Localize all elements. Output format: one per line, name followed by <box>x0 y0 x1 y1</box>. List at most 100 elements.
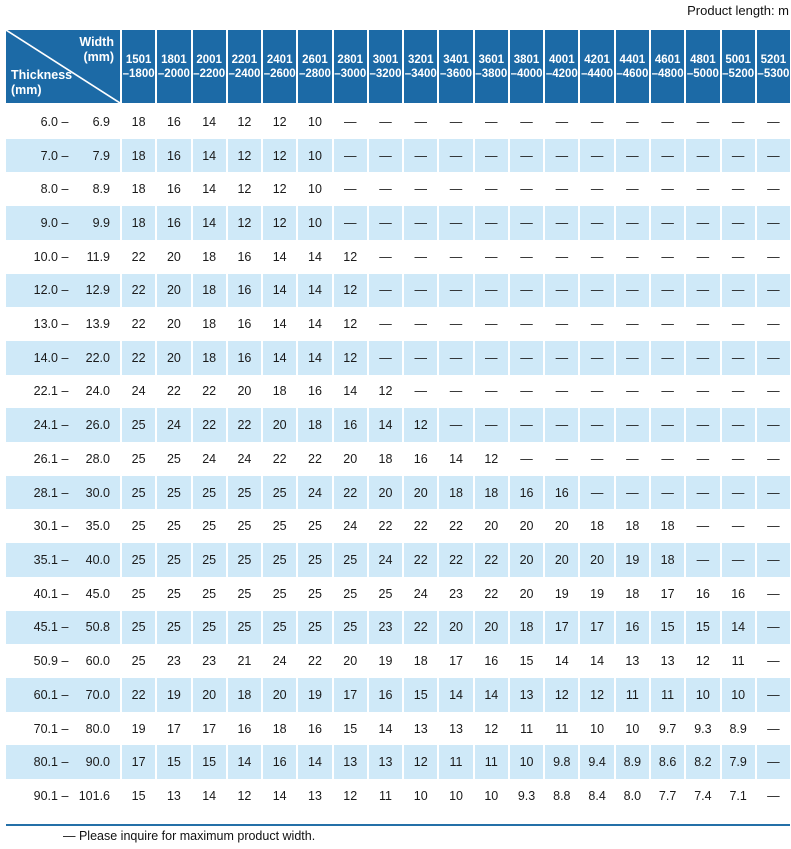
thickness-from: 40.1 <box>33 586 58 601</box>
value-cell: 14 <box>192 138 226 173</box>
value-cell: 18 <box>192 340 226 375</box>
value-cell: — <box>686 206 720 240</box>
column-header-from: 3801 <box>513 53 540 66</box>
thickness-range-label: 50.9– 60.0 <box>6 644 120 678</box>
thickness-from: 10.0 <box>33 249 58 264</box>
value-cell: 25 <box>192 475 226 510</box>
value-cell: — <box>767 317 780 332</box>
table-row: 10.0– 11.9 22 20 18 16 14 14 12 — — — — — — — — — — — — <box>6 239 790 274</box>
range-dash: – <box>61 451 69 466</box>
value-cell: — <box>626 384 639 399</box>
value-cell: 25 <box>237 586 252 601</box>
column-header-from: 2601 <box>302 53 328 66</box>
value-cell: 18 <box>202 249 217 264</box>
value-cell: — <box>555 384 569 399</box>
value-cell: 24 <box>202 451 217 466</box>
value-cell: — <box>485 384 498 399</box>
value-cell: 24 <box>157 408 191 443</box>
thickness-to: 11.9 <box>86 249 110 264</box>
thickness-range-label: 45.1– 50.8 <box>6 610 120 645</box>
value-cell: 14 <box>554 654 569 669</box>
value-cell: 25 <box>122 610 156 645</box>
value-cell: — <box>590 384 604 399</box>
value-cell: 13 <box>166 788 181 803</box>
value-cell: — <box>379 249 392 264</box>
value-cell: 25 <box>122 475 156 510</box>
value-cell: — <box>474 273 508 308</box>
value-cell: — <box>626 114 639 129</box>
value-cell: — <box>404 206 438 240</box>
value-cell: 11 <box>379 788 392 803</box>
column-header-from: 3201 <box>407 53 434 66</box>
value-cell: 20 <box>343 654 358 669</box>
value-cell: 18 <box>625 586 640 601</box>
column-header-4: 2401 –2600 <box>263 30 297 103</box>
column-header-from: 5001 <box>725 53 751 66</box>
column-header-to: –1800 <box>122 67 155 80</box>
value-cell: 18 <box>625 519 640 534</box>
column-header-14: 4401 –4600 <box>615 30 649 103</box>
value-cell: 12 <box>484 451 499 466</box>
value-cell: 16 <box>484 654 499 669</box>
value-cell: 20 <box>343 451 358 466</box>
value-cell: — <box>509 138 544 173</box>
thickness-from: 28.1 <box>33 485 58 500</box>
value-cell: 22 <box>131 249 146 264</box>
value-cell: 24 <box>298 475 332 510</box>
value-cell: — <box>615 273 649 308</box>
table-row: 40.1– 45.0 25 25 25 25 25 25 25 25 24 23 22 20 19 19 18 1… <box>6 576 790 611</box>
value-cell: 14 <box>378 721 393 736</box>
value-cell: — <box>449 249 463 264</box>
value-cell: 22 <box>227 408 262 443</box>
value-cell: 14 <box>192 206 226 240</box>
range-dash: – <box>61 317 69 332</box>
footer-divider <box>6 824 790 826</box>
value-cell: 10 <box>721 677 755 712</box>
value-cell: 18 <box>474 475 508 510</box>
value-cell: — <box>590 249 604 264</box>
value-cell: 12 <box>343 317 358 332</box>
value-cell: — <box>580 408 614 443</box>
thickness-to: 6.9 <box>92 114 110 129</box>
thickness-from: 24.1 <box>33 418 58 433</box>
value-cell: — <box>731 182 745 197</box>
value-cell: — <box>520 114 533 129</box>
value-cell: — <box>767 451 780 466</box>
value-cell: — <box>590 317 604 332</box>
value-cell: 14 <box>368 408 403 443</box>
column-header-to: –2800 <box>298 67 331 80</box>
column-header-to: –2600 <box>263 67 296 80</box>
column-header-from: 5201 <box>760 53 787 66</box>
value-cell: 15 <box>192 745 226 780</box>
value-cell: 18 <box>131 182 146 197</box>
value-cell: — <box>368 138 403 173</box>
table-row: 12.0–12.9 22 20 18 16 14 14 12— — — — — — — — — — — — <box>6 273 791 308</box>
value-cell: 18 <box>509 610 544 645</box>
value-cell: — <box>696 317 710 332</box>
thickness-to: 40.0 <box>85 552 110 567</box>
value-cell: 12 <box>343 249 358 264</box>
value-cell: 16 <box>227 273 262 308</box>
column-header-from: 4201 <box>584 53 610 66</box>
width-axis-unit: (mm) <box>83 50 114 64</box>
value-cell: 18 <box>122 206 156 240</box>
column-header-6: 2801 –3000 <box>333 30 367 103</box>
value-cell: 25 <box>166 451 181 466</box>
value-cell: 24 <box>272 654 287 669</box>
value-cell: — <box>696 384 710 399</box>
column-header-from: 2801 <box>337 53 364 66</box>
range-dash: – <box>61 721 69 736</box>
range-dash: – <box>61 283 69 298</box>
thickness-from: 26.1 <box>33 451 58 466</box>
column-header-2: 2001 –2200 <box>192 30 226 103</box>
column-header-15: 4601 –4800 <box>650 30 685 103</box>
value-cell: — <box>696 182 710 197</box>
value-cell: 20 <box>166 249 181 264</box>
value-cell: 25 <box>298 543 332 577</box>
value-cell: — <box>485 182 498 197</box>
value-cell: — <box>404 138 438 173</box>
value-cell: 25 <box>122 408 156 443</box>
value-cell: 17 <box>660 586 675 601</box>
column-header-from: 4001 <box>549 53 575 66</box>
value-cell: — <box>333 138 367 173</box>
